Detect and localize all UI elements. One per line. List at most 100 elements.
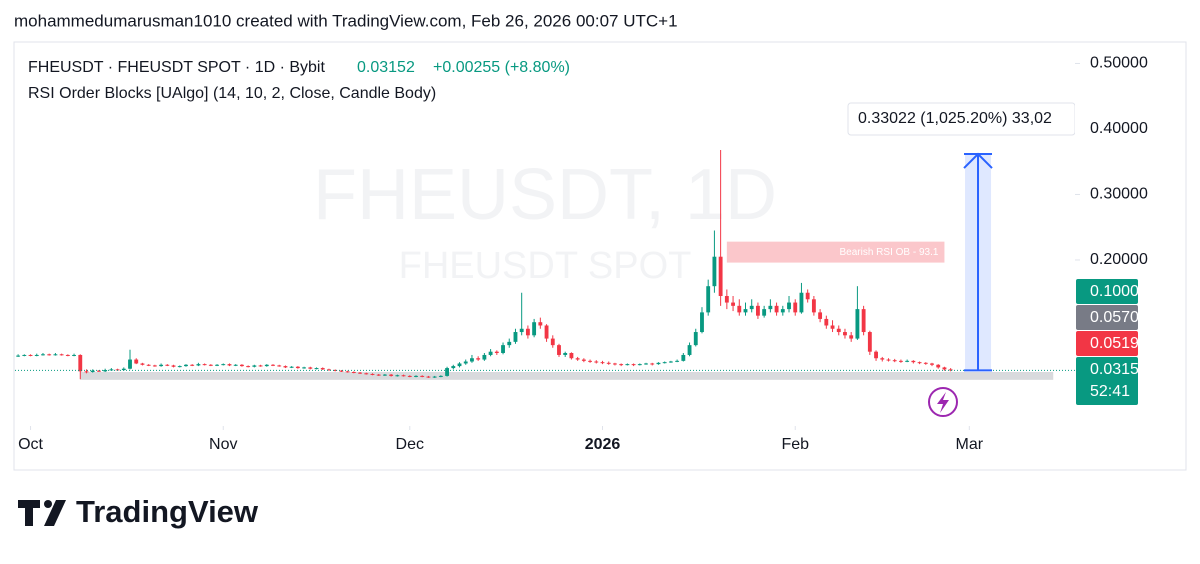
candle-body — [724, 296, 729, 303]
order-block — [726, 241, 945, 263]
candle-body — [892, 360, 897, 362]
y-tick-label: 0.50000 — [1090, 55, 1148, 72]
candle-body — [861, 309, 866, 333]
candle-body — [550, 338, 555, 346]
candle-body — [650, 363, 655, 365]
candle-body — [756, 305, 760, 316]
candle-body — [426, 376, 431, 378]
candle-body — [184, 364, 188, 367]
candle-body — [84, 371, 89, 373]
price-label-box — [1076, 305, 1138, 330]
candle-body — [936, 364, 941, 368]
candle-body — [737, 305, 742, 313]
price-label: 0.05706 — [1090, 309, 1148, 326]
indicator: RSI Order Blocks [UAlgo] (14, 10, 2, Clo… — [28, 85, 436, 102]
candle-body — [706, 286, 711, 313]
candle-body — [333, 370, 338, 372]
candle-body — [749, 305, 754, 310]
candle-body — [693, 332, 698, 346]
x-tick-label: 2026 — [585, 436, 621, 453]
candle-body — [631, 364, 636, 366]
candle-body — [675, 360, 680, 362]
candle-body — [513, 332, 518, 342]
candle-body — [687, 345, 692, 355]
candle-body — [252, 365, 257, 367]
candle-body — [656, 362, 661, 365]
candle-body — [519, 328, 524, 333]
candle-body — [364, 373, 369, 375]
price-label: 0.05193 — [1090, 335, 1148, 352]
candle-body — [314, 368, 319, 370]
watermark-sub: FHEUSDT SPOT — [399, 245, 692, 287]
candle-body — [196, 364, 201, 366]
candle-body — [177, 366, 182, 368]
plot: Bearish RSI OB - 93.1 — [15, 149, 1075, 380]
candle-body — [774, 305, 779, 313]
candle-body — [271, 364, 275, 366]
candle-body — [923, 362, 928, 364]
candle-body — [289, 366, 294, 368]
candle-body — [327, 369, 331, 371]
candle-body — [283, 366, 288, 368]
candle-body — [563, 352, 568, 355]
candle-body — [867, 332, 872, 352]
x-tick-label: Nov — [209, 436, 237, 453]
candle-body — [190, 364, 195, 366]
candle-body — [787, 302, 791, 310]
y-tick-label: 0.30000 — [1090, 186, 1148, 203]
candle-body — [414, 375, 418, 377]
candle-body — [855, 309, 860, 339]
measure-clip — [1075, 100, 1087, 140]
candle-body — [494, 351, 499, 353]
change: +0.00255 (+8.80%) — [433, 59, 570, 76]
candle-body — [72, 354, 76, 356]
candle-body — [239, 364, 244, 367]
candle-body — [128, 359, 132, 369]
candle-body — [544, 325, 549, 339]
candle-body — [41, 354, 45, 356]
candle-body — [718, 256, 723, 297]
candle-body — [134, 359, 139, 364]
candle-body — [482, 354, 487, 360]
candle-body — [780, 309, 785, 313]
candle-body — [457, 363, 462, 367]
candle-body — [351, 371, 356, 373]
candle-body — [731, 302, 735, 306]
candle-body — [451, 366, 456, 369]
candle-body — [97, 370, 101, 372]
candle-body — [159, 364, 164, 367]
brand: TradingView — [76, 494, 259, 529]
candle-body — [438, 375, 443, 377]
candle-body — [165, 364, 170, 366]
candle-body — [401, 375, 406, 377]
y-tick-label: 0.20000 — [1090, 251, 1148, 268]
alert-icon[interactable] — [928, 387, 958, 417]
candle-body — [507, 341, 512, 346]
candle-body — [619, 364, 624, 366]
candle-body — [215, 364, 219, 366]
candle-body — [668, 361, 673, 363]
candle-body — [463, 361, 468, 364]
candle-body — [942, 367, 947, 370]
candle-body — [258, 365, 263, 367]
candle-body — [569, 352, 574, 359]
candle-body — [948, 369, 953, 371]
price-label-box — [1076, 279, 1138, 304]
candle-body — [420, 375, 425, 377]
candle-body — [221, 364, 226, 366]
candle-body — [581, 359, 586, 361]
price-label-box — [1076, 357, 1138, 405]
candle-body — [681, 354, 686, 361]
candle-body — [308, 367, 313, 369]
candle-body — [476, 358, 481, 360]
x-tick-label: Mar — [956, 436, 984, 453]
x-tick-label: Oct — [18, 436, 43, 453]
candle-body — [227, 364, 232, 366]
candle-body — [836, 328, 841, 333]
candle-body — [264, 364, 269, 367]
candle-body — [78, 354, 83, 372]
candle-body — [152, 365, 157, 367]
candle-body — [358, 372, 362, 374]
candle-body — [208, 364, 213, 366]
